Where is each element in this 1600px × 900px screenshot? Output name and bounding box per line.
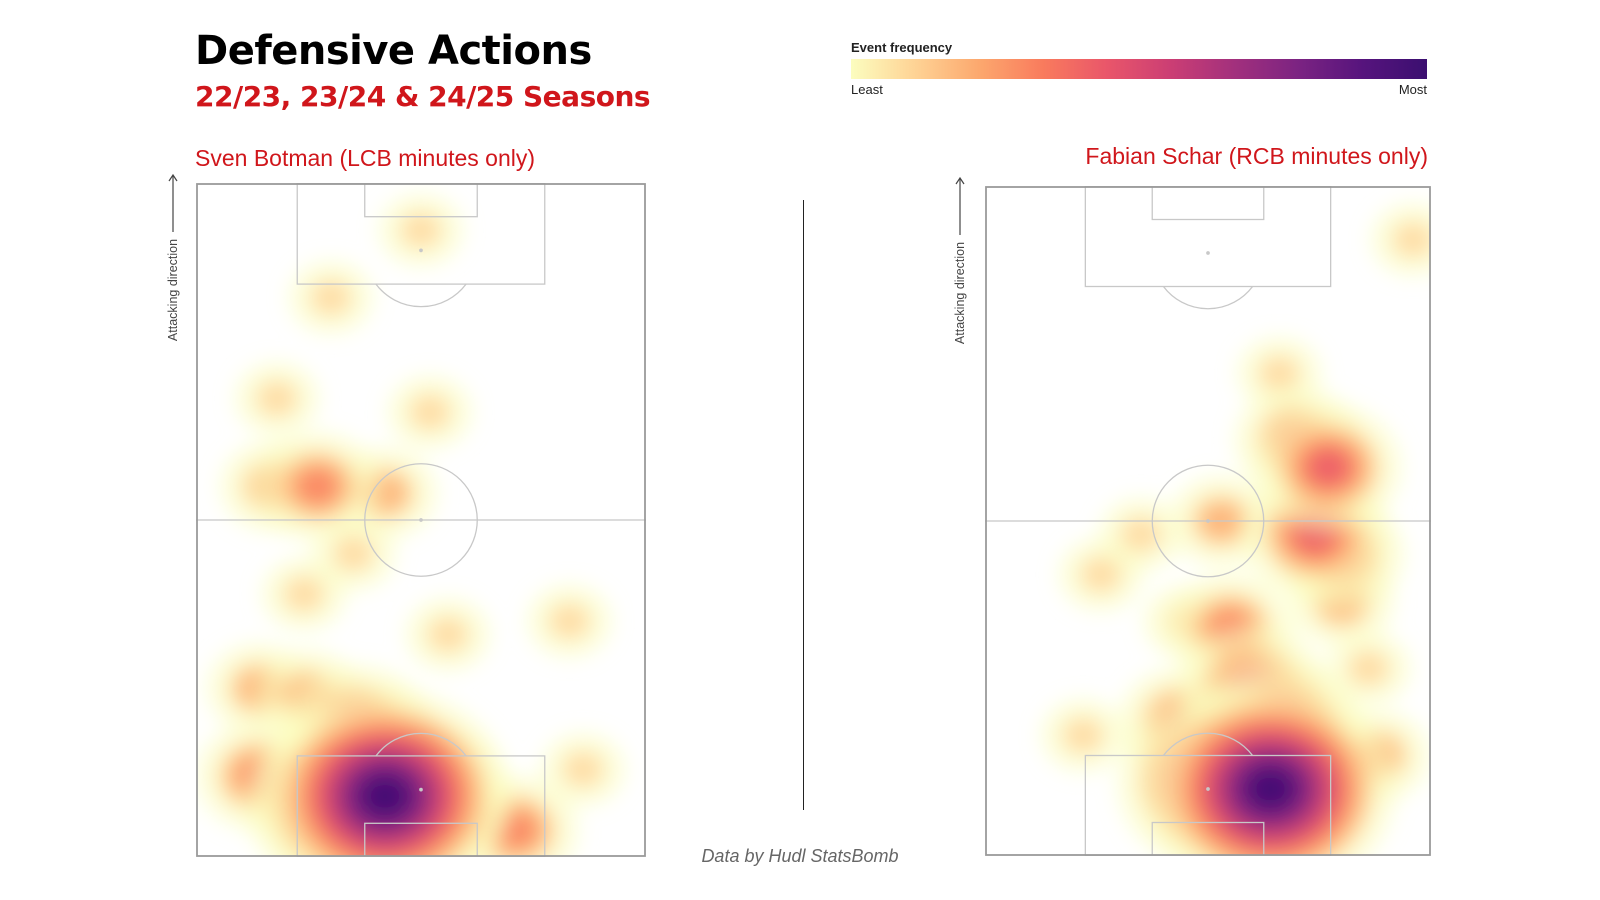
attacking-direction-label: Attacking direction — [166, 238, 180, 342]
page-subtitle: 22/23, 23/24 & 24/25 Seasons — [195, 80, 651, 113]
penalty-spot-top — [419, 248, 423, 253]
legend-most-label: Most — [1398, 82, 1427, 97]
page-title: Defensive Actions — [195, 28, 592, 74]
heat-hotspot — [254, 431, 381, 542]
heatmap-svg — [985, 185, 1431, 857]
panel-divider — [803, 200, 804, 810]
heat-hotspot — [1145, 680, 1396, 856]
heat-hotspot — [261, 557, 347, 632]
penalty-box-top — [1084, 185, 1332, 288]
six-yard-box-top — [364, 182, 478, 218]
pitch-outline — [196, 183, 646, 857]
six-yard-box-top — [1151, 185, 1265, 221]
heat-hotspot — [526, 584, 613, 659]
right-attacking-direction: Attacking direction — [945, 175, 975, 365]
heat-hotspot — [540, 732, 626, 807]
penalty-arc-top — [1162, 286, 1254, 310]
left-player-label: Sven Botman (LCB minutes only) — [195, 145, 536, 171]
centre-circle — [1151, 464, 1265, 578]
heat-hotspot — [1254, 403, 1403, 532]
heat-hotspot — [1370, 202, 1431, 277]
centre-spot — [419, 518, 423, 522]
penalty-spot-bottom — [1206, 787, 1210, 791]
heat-layer — [1040, 202, 1431, 856]
heat-hotspot — [234, 361, 320, 436]
heatmap-svg — [196, 182, 646, 858]
legend-gradient-bar — [851, 59, 1427, 79]
penalty-arc-bottom — [375, 732, 467, 757]
heat-hotspot — [405, 597, 491, 672]
heat-hotspot — [387, 375, 473, 450]
left-pitch-heatmap — [196, 182, 646, 858]
centre-circle — [364, 463, 478, 577]
right-player-label: Fabian Schar (RCB minutes only) — [1085, 143, 1428, 169]
heat-hotspot — [1040, 698, 1126, 773]
pitch-outline — [985, 186, 1431, 856]
heat-layer — [196, 193, 626, 857]
arrow-up-icon — [955, 176, 965, 235]
arrow-up-icon — [168, 173, 178, 232]
attacking-direction-label: Attacking direction — [953, 241, 967, 345]
data-source-credit: Data by Hudl StatsBomb — [701, 846, 899, 866]
penalty-arc-bottom — [1162, 732, 1254, 756]
right-pitch-heatmap — [985, 185, 1431, 857]
heat-hotspot — [259, 687, 511, 857]
legend-title: Event frequency — [851, 40, 953, 55]
left-attacking-direction: Attacking direction — [158, 172, 188, 362]
centre-spot — [1206, 519, 1210, 523]
heat-hotspot — [378, 193, 464, 268]
heat-hotspot — [288, 260, 374, 335]
penalty-arc-top — [375, 283, 467, 308]
penalty-spot-bottom — [419, 787, 423, 792]
legend-least-label: Least — [851, 82, 883, 97]
penalty-spot-top — [1206, 251, 1210, 255]
color-legend: Event frequency Least Most — [851, 40, 1427, 100]
